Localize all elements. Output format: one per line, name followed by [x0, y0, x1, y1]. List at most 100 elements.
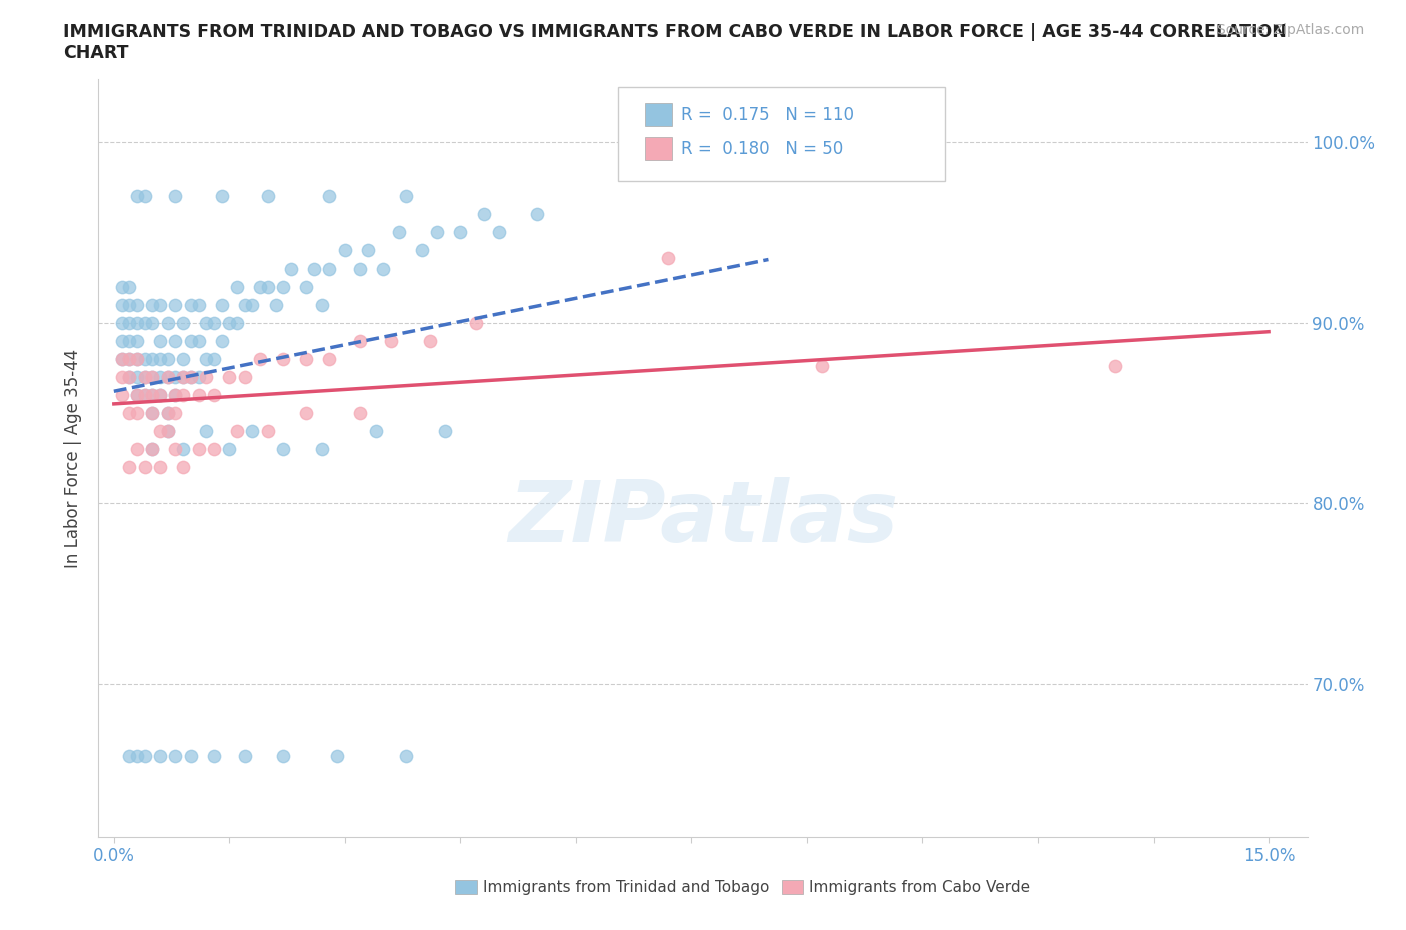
- Point: [125, 749, 148, 764]
- Point: [118, 369, 141, 384]
- Text: Source: ZipAtlas.com: Source: ZipAtlas.com: [1216, 23, 1364, 37]
- Point: [464, 315, 486, 330]
- Point: [242, 423, 264, 438]
- Point: [134, 388, 156, 403]
- FancyBboxPatch shape: [645, 138, 672, 160]
- Text: Immigrants from Cabo Verde: Immigrants from Cabo Verde: [810, 880, 1031, 895]
- Point: [280, 261, 302, 276]
- Point: [156, 352, 179, 366]
- Point: [218, 369, 240, 384]
- Point: [125, 405, 148, 420]
- Point: [118, 315, 141, 330]
- FancyBboxPatch shape: [645, 103, 672, 126]
- Point: [318, 189, 340, 204]
- Point: [211, 333, 233, 348]
- Point: [118, 352, 141, 366]
- Point: [110, 279, 132, 294]
- Point: [226, 315, 249, 330]
- Point: [125, 388, 148, 403]
- Point: [326, 749, 349, 764]
- Point: [202, 442, 225, 457]
- Point: [149, 352, 172, 366]
- Point: [349, 405, 371, 420]
- Point: [110, 352, 132, 366]
- Point: [172, 388, 194, 403]
- Point: [118, 352, 141, 366]
- Point: [110, 369, 132, 384]
- Text: CHART: CHART: [63, 44, 129, 61]
- Point: [125, 442, 148, 457]
- Point: [172, 369, 194, 384]
- Point: [141, 369, 163, 384]
- Point: [118, 279, 141, 294]
- Point: [134, 352, 156, 366]
- Point: [149, 388, 172, 403]
- Point: [118, 405, 141, 420]
- Point: [172, 369, 194, 384]
- Point: [149, 749, 172, 764]
- Point: [156, 423, 179, 438]
- Point: [110, 298, 132, 312]
- Point: [295, 279, 318, 294]
- Point: [118, 369, 141, 384]
- Point: [141, 298, 163, 312]
- Point: [180, 369, 202, 384]
- Point: [141, 388, 163, 403]
- Point: [449, 225, 471, 240]
- Point: [165, 388, 187, 403]
- Point: [211, 298, 233, 312]
- Point: [472, 207, 495, 222]
- Point: [172, 352, 194, 366]
- Point: [156, 369, 179, 384]
- Point: [118, 459, 141, 474]
- Point: [156, 423, 179, 438]
- Point: [149, 369, 172, 384]
- Point: [318, 261, 340, 276]
- Point: [226, 423, 249, 438]
- Point: [311, 442, 333, 457]
- Point: [125, 189, 148, 204]
- Point: [311, 298, 333, 312]
- Point: [125, 352, 148, 366]
- Point: [295, 405, 318, 420]
- Point: [380, 333, 402, 348]
- Point: [118, 749, 141, 764]
- Point: [249, 352, 271, 366]
- Point: [165, 388, 187, 403]
- Point: [187, 388, 209, 403]
- Point: [271, 442, 294, 457]
- Point: [172, 315, 194, 330]
- Point: [333, 243, 356, 258]
- Point: [172, 442, 194, 457]
- Point: [156, 405, 179, 420]
- Point: [156, 405, 179, 420]
- Point: [156, 369, 179, 384]
- Point: [257, 423, 280, 438]
- Point: [165, 298, 187, 312]
- Point: [110, 333, 132, 348]
- Point: [811, 359, 834, 374]
- Point: [125, 298, 148, 312]
- Point: [202, 315, 225, 330]
- Point: [395, 749, 418, 764]
- Point: [488, 225, 510, 240]
- Point: [195, 369, 218, 384]
- Point: [271, 279, 294, 294]
- Point: [202, 749, 225, 764]
- Point: [180, 333, 202, 348]
- Point: [149, 388, 172, 403]
- Point: [187, 298, 209, 312]
- Point: [257, 279, 280, 294]
- Point: [388, 225, 411, 240]
- Point: [218, 442, 240, 457]
- Point: [419, 333, 441, 348]
- Point: [349, 333, 371, 348]
- Point: [149, 333, 172, 348]
- Point: [364, 423, 387, 438]
- Point: [125, 333, 148, 348]
- Text: ZIPatlas: ZIPatlas: [508, 477, 898, 560]
- Point: [271, 749, 294, 764]
- Point: [156, 315, 179, 330]
- Point: [141, 388, 163, 403]
- Point: [218, 315, 240, 330]
